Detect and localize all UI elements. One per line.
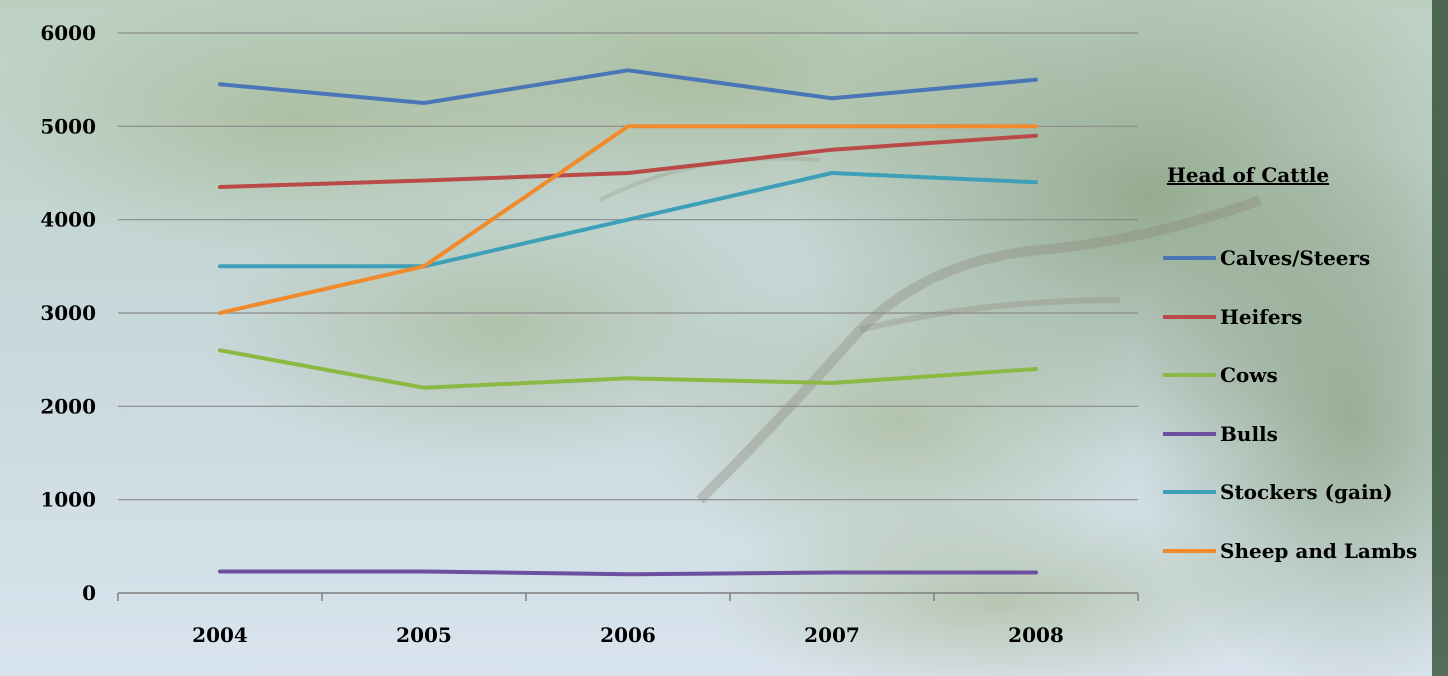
x-tick-label: 2008 — [1008, 623, 1064, 647]
legend-label-bulls: Bulls — [1220, 422, 1278, 446]
y-tick-label: 0 — [82, 581, 96, 605]
axes — [117, 592, 1139, 601]
series-line-cows — [218, 348, 1038, 390]
series-lines — [218, 68, 1038, 577]
legend-label-stockers-gain: Stockers (gain) — [1220, 480, 1393, 504]
legend: Head of Cattle Calves/Steers Heifers Cows B… — [1163, 163, 1417, 563]
legend-label-cows: Cows — [1220, 363, 1278, 387]
y-tick-label: 6000 — [40, 21, 96, 45]
x-tick-labels: 2004 2005 2006 2007 2008 — [192, 623, 1064, 647]
y-tick-labels: 0 1000 2000 3000 4000 5000 6000 — [40, 21, 96, 605]
legend-label-sheep-and-lambs: Sheep and Lambs — [1220, 539, 1417, 563]
legend-label-calves-steers: Calves/Steers — [1220, 246, 1370, 270]
y-tick-label: 3000 — [40, 301, 96, 325]
x-tick-label: 2004 — [192, 623, 248, 647]
y-tick-label: 1000 — [40, 488, 96, 512]
series-line-stockers-gain — [218, 171, 1038, 269]
y-tick-label: 5000 — [40, 114, 96, 138]
series-line-heifers — [218, 133, 1038, 189]
legend-label-heifers: Heifers — [1220, 305, 1302, 329]
x-tick-label: 2006 — [600, 623, 656, 647]
series-line-sheep-and-lambs — [218, 124, 1038, 315]
x-tick-label: 2007 — [804, 623, 860, 647]
series-line-calves-steers — [218, 68, 1038, 105]
legend-title: Head of Cattle — [1167, 163, 1329, 187]
y-tick-label: 4000 — [40, 208, 96, 232]
x-tick-label: 2005 — [396, 623, 452, 647]
y-tick-label: 2000 — [40, 394, 96, 418]
series-line-bulls — [218, 569, 1038, 577]
